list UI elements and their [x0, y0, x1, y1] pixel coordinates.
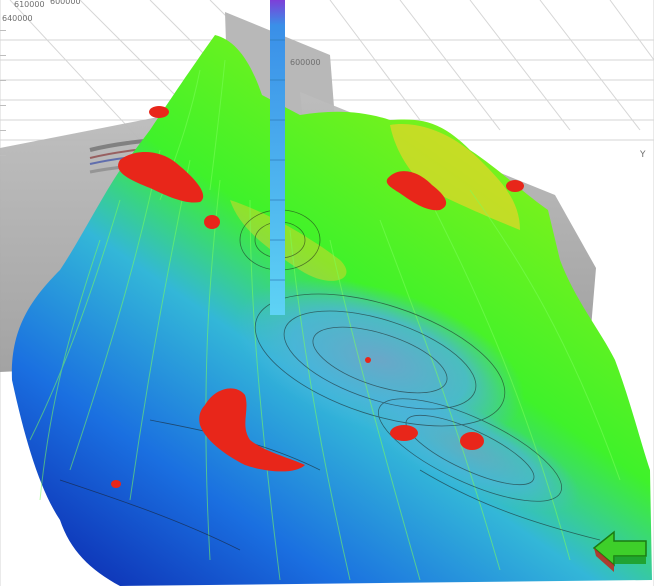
anomaly-blobs[interactable] — [111, 106, 524, 488]
surface-trough-2 — [359, 387, 581, 513]
anomaly-blob-10 — [365, 357, 371, 363]
anomaly-blob-5 — [506, 180, 524, 192]
anomaly-blob-1 — [118, 151, 204, 203]
anomaly-blob-9 — [111, 480, 121, 488]
contour-lines — [59, 209, 601, 551]
axis-tick-top-left: 610000 — [14, 0, 45, 9]
surface-high-zone-2 — [230, 200, 347, 281]
left-axis-ticks — [0, 30, 6, 180]
surface-high-zone — [390, 124, 520, 230]
anomaly-blob-4 — [386, 171, 447, 211]
anomaly-blob-8 — [460, 432, 484, 450]
axis-label-y: Y — [640, 150, 646, 160]
well-trajectory[interactable] — [270, 0, 285, 315]
axis-tick-600000: 600000 — [290, 58, 321, 67]
axis-tick-640000: 640000 — [2, 14, 33, 23]
well-log-ticks — [270, 39, 285, 281]
anomaly-blob-7 — [390, 425, 418, 441]
axis-tick-top: 600000 — [50, 0, 81, 6]
3d-orientation-arrow-icon[interactable] — [592, 526, 650, 576]
anomaly-blob-3 — [204, 215, 220, 229]
anomaly-blob-6 — [199, 388, 305, 472]
anomaly-blob-2 — [149, 106, 169, 118]
